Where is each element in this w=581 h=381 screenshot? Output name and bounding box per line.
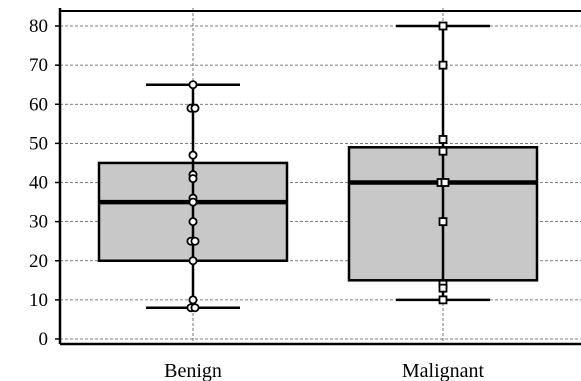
y-tick-label-10: 10 bbox=[29, 290, 48, 311]
malignant-point-2 bbox=[438, 135, 448, 144]
axis-layer bbox=[55, 8, 581, 346]
benign-point-8 bbox=[188, 217, 198, 227]
y-tick-label-30: 30 bbox=[29, 212, 48, 233]
y-tick-label-70: 70 bbox=[29, 55, 48, 76]
y-tick-label-60: 60 bbox=[29, 94, 48, 115]
plot-layer bbox=[97, 21, 539, 313]
benign-point-14 bbox=[190, 303, 200, 313]
y-tick-label-80: 80 bbox=[29, 16, 48, 37]
malignant-point-3 bbox=[438, 146, 448, 156]
benign-point-12 bbox=[188, 295, 198, 305]
benign-point-3 bbox=[188, 150, 198, 160]
malignant-point-8 bbox=[438, 283, 448, 293]
malignant-point-5 bbox=[440, 178, 450, 187]
y-tick-label-20: 20 bbox=[29, 251, 48, 272]
label-layer: 0 10 20 30 40 50 60 70 80 Benign Malignant bbox=[29, 16, 485, 381]
y-tick-label-0: 0 bbox=[39, 329, 49, 350]
y-tick-label-50: 50 bbox=[29, 133, 48, 154]
malignant-point-9 bbox=[438, 295, 448, 305]
malignant-point-0 bbox=[438, 21, 448, 31]
benign-point-0 bbox=[188, 80, 198, 90]
malignant-point-1 bbox=[438, 60, 448, 70]
malignant-point-6 bbox=[438, 217, 448, 227]
x-tick-label-malignant: Malignant bbox=[402, 360, 485, 381]
benign-point-11 bbox=[188, 256, 198, 266]
benign-point-7 bbox=[188, 197, 198, 207]
x-tick-label-benign: Benign bbox=[164, 360, 222, 381]
benign-point-5 bbox=[188, 174, 198, 184]
benign-point-10 bbox=[190, 236, 200, 246]
benign-point-2 bbox=[190, 103, 200, 113]
y-tick-label-40: 40 bbox=[29, 173, 48, 194]
